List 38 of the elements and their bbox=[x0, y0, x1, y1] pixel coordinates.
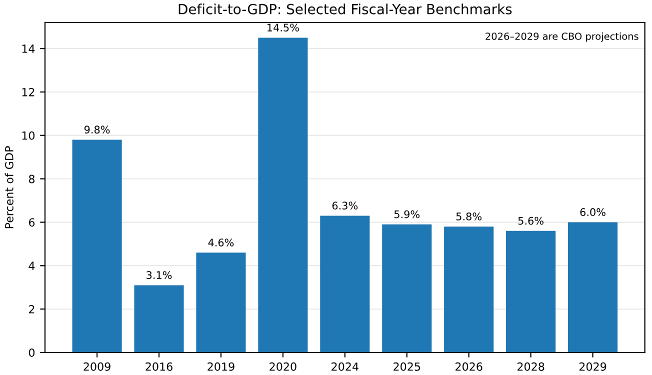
bar bbox=[568, 222, 618, 352]
x-tick-label: 2009 bbox=[84, 362, 110, 371]
bar bbox=[444, 226, 494, 352]
data-label: 6.3% bbox=[332, 202, 358, 210]
x-tick-label: 2024 bbox=[332, 362, 358, 371]
data-label: 5.8% bbox=[456, 212, 482, 220]
bar bbox=[382, 224, 432, 352]
bar bbox=[196, 252, 246, 352]
x-tick-label: 2020 bbox=[270, 362, 296, 371]
bar bbox=[320, 216, 370, 352]
bar bbox=[72, 140, 122, 352]
y-tick-label: 8 bbox=[28, 174, 35, 184]
data-label: 5.9% bbox=[394, 210, 420, 218]
chart-title: Deficit-to-GDP: Selected Fiscal-Year Benchmarks bbox=[178, 4, 512, 14]
y-axis-title: Percent of GDP bbox=[4, 146, 14, 228]
x-tick-label: 2028 bbox=[517, 362, 544, 371]
y-tick-label: 4 bbox=[28, 262, 35, 270]
data-label: 5.6% bbox=[518, 216, 544, 225]
y-tick-label: 2 bbox=[29, 305, 34, 314]
y-tick-label: 12 bbox=[22, 88, 34, 96]
data-label: 9.8% bbox=[84, 126, 110, 134]
annotation: 2026–2029 are CBO projections bbox=[486, 32, 638, 42]
x-tick-label: 2026 bbox=[456, 362, 482, 371]
data-label: 3.1% bbox=[146, 271, 172, 280]
data-label: 6.0% bbox=[580, 208, 606, 216]
data-label: 4.6% bbox=[208, 238, 234, 246]
y-tick-label: 14 bbox=[22, 44, 35, 53]
bar bbox=[506, 230, 556, 352]
x-tick-label: 2029 bbox=[579, 362, 606, 371]
x-tick-label: 2019 bbox=[208, 362, 234, 371]
x-tick-label: 2025 bbox=[394, 362, 420, 371]
y-tick-label: 6 bbox=[28, 218, 35, 227]
y-tick-label: 0 bbox=[28, 348, 35, 357]
data-label: 14.5% bbox=[268, 24, 299, 32]
bar bbox=[258, 38, 308, 352]
y-tick-label: 10 bbox=[22, 131, 35, 140]
bar bbox=[134, 285, 184, 352]
x-tick-label: 2016 bbox=[146, 362, 172, 371]
